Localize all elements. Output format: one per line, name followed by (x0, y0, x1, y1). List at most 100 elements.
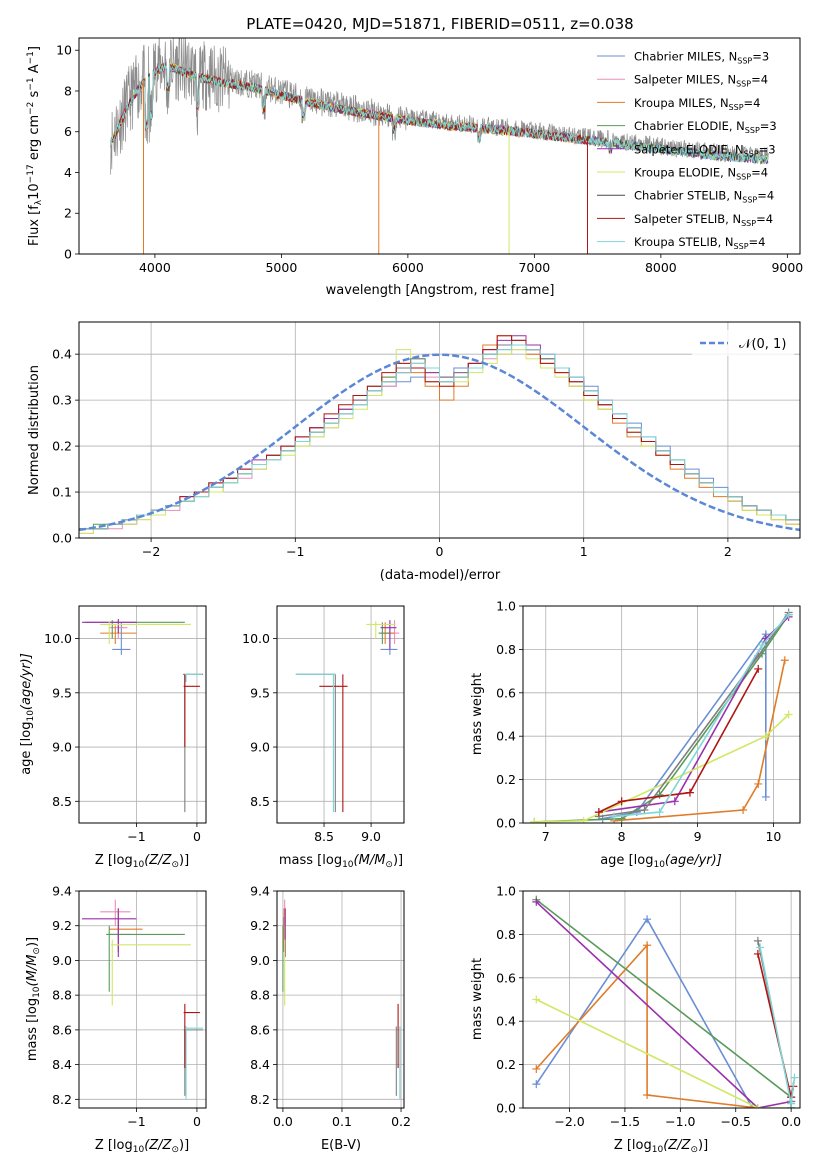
y-tick-label: 8.8 (250, 988, 270, 1003)
y-tick-label: 8 (64, 83, 72, 98)
weight-line (534, 713, 790, 823)
y-tick-label: 0.1 (52, 485, 72, 500)
x-tick-label: −1.0 (665, 1114, 695, 1129)
age-vs-z-xlabel: Z [log10(Z/Z⊙)] (95, 853, 189, 870)
legend-label: Chabrier MILES, NSSP=3 (634, 50, 769, 66)
mass-vs-z-xlabel: Z [log10(Z/Z⊙)] (95, 1138, 189, 1155)
age-vs-mass-ticks: 8.5 9.0 8.5 9.0 9.5 10.0 (242, 631, 381, 844)
spectrum-panel: PLATE=0420, MJD=51871, FIBERID=0511, z=0… (26, 15, 803, 298)
weight-marker (532, 1080, 541, 1089)
weight-marker (787, 1099, 796, 1108)
x-tick-label: 0.2 (391, 1114, 411, 1129)
age-vs-z-frame (78, 605, 207, 824)
weight-marker (761, 732, 770, 741)
y-tick-label: 9.0 (250, 953, 270, 968)
x-tick-label: 9000 (771, 260, 803, 275)
weight-vs-z-panel: −2.0 −1.5 −1.0 −0.5 0.0 0.0 0.2 0.4 0.6 0.8 1.0 Z … (470, 884, 801, 1156)
x-tick-label: −0.5 (721, 1114, 751, 1129)
legend-label: Chabrier ELODIE, NSSP=3 (634, 119, 777, 135)
spectrum-ticks: 4000 5000 6000 7000 8000 9000 0 2 4 6 8 10 (56, 43, 803, 275)
x-tick-label: 8000 (645, 260, 677, 275)
mass-vs-ebv-plot-area (282, 899, 401, 1100)
y-tick-label: 0.4 (52, 347, 72, 362)
weight-marker (754, 779, 763, 788)
legend-label: Salpeter ELODIE, NSSP=3 (634, 142, 776, 158)
y-tick-label: 0.2 (496, 1057, 516, 1072)
mass-vs-ebv-frame (276, 890, 405, 1109)
weight-marker (643, 915, 652, 924)
spectrum-legend: Chabrier MILES, NSSP=3 Salpeter MILES, NS… (597, 50, 777, 251)
x-tick-label: −1 (127, 829, 145, 844)
weight-vs-z-ylabel: mass weight (470, 958, 485, 1040)
x-tick-label: 0 (193, 1114, 201, 1129)
x-tick-label: 9 (694, 829, 702, 844)
x-tick-label: 1 (580, 544, 588, 559)
x-tick-label: 0 (436, 544, 444, 559)
weight-marker (617, 797, 626, 806)
spectrum-model-line (110, 63, 769, 164)
weight-marker (784, 610, 793, 619)
weight-line (535, 943, 758, 1108)
x-tick-label: −2.0 (554, 1114, 584, 1129)
y-tick-label: 8.2 (52, 1092, 72, 1107)
weight-marker (756, 943, 765, 952)
weight-marker (579, 816, 588, 823)
y-tick-label: 0.8 (496, 927, 516, 942)
spectrum-plot-area (110, 38, 769, 254)
weight-marker (610, 812, 619, 821)
x-tick-label: 6000 (392, 260, 424, 275)
weight-vs-z-ticks: −2.0 −1.5 −1.0 −0.5 0.0 0.0 0.2 0.4 0.6 0.8 1.0 (496, 884, 801, 1130)
x-tick-label: 9.0 (361, 829, 381, 844)
y-tick-label: 0.4 (496, 1014, 516, 1029)
weight-marker (780, 656, 789, 665)
residuals-ticks: −2 −1 0 1 2 0.0 0.1 0.2 0.3 0.4 (52, 347, 732, 559)
y-tick-label: 8.2 (250, 1092, 270, 1107)
age-vs-z-panel: −1 0 8.5 9.0 9.5 10.0 Z [log10(Z/Z⊙)] age [lo… (19, 605, 207, 870)
x-tick-label: −1 (286, 544, 304, 559)
legend-label: Salpeter MILES, NSSP=4 (634, 73, 768, 89)
y-tick-label: 9.0 (52, 740, 72, 755)
y-tick-label: 6 (64, 124, 72, 139)
weight-marker (754, 664, 763, 673)
legend-label: Kroupa ELODIE, NSSP=4 (634, 166, 768, 182)
gauss-legend-label: 𝒩(0, 1) (739, 337, 786, 352)
x-tick-label: −1.5 (610, 1114, 640, 1129)
residual-histogram (79, 344, 800, 538)
legend-label: Kroupa MILES, NSSP=4 (634, 96, 760, 112)
x-tick-label: −2 (142, 544, 160, 559)
weight-marker (761, 792, 770, 801)
weight-marker (655, 790, 664, 799)
legend-label: Salpeter STELIB, NSSP=4 (634, 212, 773, 228)
residuals-ylabel: Normed distribution (27, 365, 42, 495)
y-tick-label: 10.0 (242, 631, 270, 646)
y-tick-label: 0 (64, 247, 72, 262)
weight-vs-z-xlabel: Z [log10(Z/Z⊙)] (614, 1138, 708, 1155)
weight-line (598, 612, 790, 818)
y-tick-label: 0.6 (496, 970, 516, 985)
weight-marker (530, 817, 539, 823)
x-tick-label: −1 (127, 1114, 145, 1129)
spectrum-data-line (110, 38, 769, 175)
x-tick-label: 7000 (518, 260, 550, 275)
y-tick-label: 8.5 (52, 794, 72, 809)
weight-vs-age-ticks: 7 8 9 10 0.0 0.2 0.4 0.6 0.8 1.0 (496, 599, 781, 845)
y-tick-label: 0.6 (496, 685, 516, 700)
y-tick-label: 9.2 (250, 918, 270, 933)
weight-line (614, 660, 786, 822)
age-vs-mass-panel: 8.5 9.0 8.5 9.0 9.5 10.0 mass [log10(M/M⊙)] (242, 605, 405, 870)
x-tick-label: 0.1 (332, 1114, 352, 1129)
y-tick-label: 9.4 (250, 884, 270, 899)
weight-vs-age-plot-area (530, 608, 793, 823)
y-tick-label: 9.4 (52, 884, 72, 899)
y-tick-label: 8.5 (250, 794, 270, 809)
age-vs-mass-plot-area (295, 620, 400, 813)
weight-vs-age-ylabel: mass weight (470, 673, 485, 755)
residuals-panel: −2 −1 0 1 2 0.0 0.1 0.2 0.3 0.4 (data-model)/erro… (27, 321, 801, 583)
y-tick-label: 9.5 (250, 685, 270, 700)
weight-marker (594, 808, 603, 817)
y-tick-label: 8.6 (250, 1022, 270, 1037)
spectrum-xlabel: wavelength [Angstrom, rest frame] (326, 283, 555, 298)
mass-vs-z-ylabel: mass [log10(M/M⊙)] (25, 937, 42, 1061)
x-tick-label: 2 (724, 544, 732, 559)
weight-marker (753, 936, 762, 945)
